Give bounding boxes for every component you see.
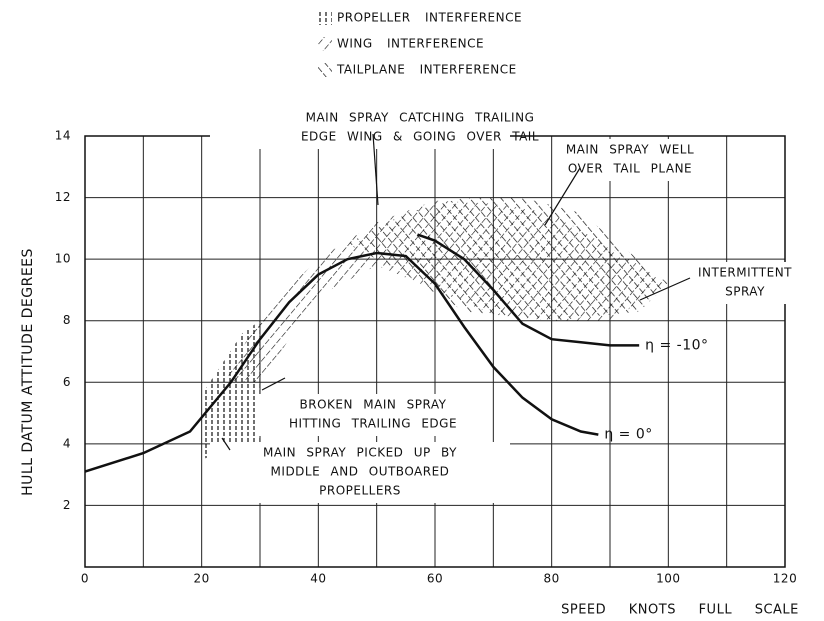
- legend-label: TAILPLANE INTERFERENCE: [336, 63, 517, 77]
- annotation-box: [210, 107, 510, 149]
- y-axis-label: HULL DATUM ATTITUDE DEGREES: [20, 248, 36, 496]
- annotation-arrow: [639, 277, 691, 301]
- annotation-text: PROPELLERS: [319, 484, 401, 498]
- series-label: η = -10°: [645, 337, 708, 353]
- x-tick-label: 20: [194, 572, 210, 586]
- y-tick-label: 14: [55, 129, 71, 143]
- annotation-text: MAIN SPRAY PICKED UP BY: [263, 446, 457, 460]
- annotation-box: [560, 139, 706, 181]
- annotation-text: MIDDLE AND OUTBOARED: [271, 465, 450, 479]
- x-axis-label: SPEED KNOTS FULL SCALE: [561, 603, 799, 618]
- x-tick-label: 80: [544, 572, 560, 586]
- annotation-text: OVER TAIL PLANE: [568, 162, 692, 176]
- y-tick-label: 10: [55, 252, 71, 266]
- y-tick-label: 12: [55, 190, 71, 204]
- x-tick-label: 100: [656, 572, 680, 586]
- annotation-text: EDGE WING & GOING OVER TAIL: [301, 130, 539, 144]
- annotation-text: HITTING TRAILING EDGE: [289, 417, 457, 431]
- annotation-box: [690, 262, 802, 304]
- annotation-text: SPRAY: [725, 285, 765, 299]
- line-series: [417, 233, 640, 347]
- legend-swatch: [318, 11, 332, 25]
- annotation-arrow: [372, 133, 379, 206]
- y-tick-label: 4: [63, 436, 71, 450]
- x-tick-label: 40: [310, 572, 326, 586]
- legend-label: WING INTERFERENCE: [337, 37, 484, 51]
- annotation-text: MAIN SPRAY WELL: [566, 143, 694, 157]
- annotation-arrow: [261, 377, 286, 391]
- legend-swatch: [318, 37, 332, 51]
- legend-label: PROPELLER INTERFERENCE: [337, 11, 522, 25]
- annotation-arrow: [221, 437, 231, 451]
- x-tick-label: 120: [773, 572, 797, 586]
- y-tick-label: 8: [63, 313, 71, 327]
- annotation-arrow: [544, 167, 581, 226]
- regions: [201, 197, 669, 460]
- legend-swatch: [318, 63, 332, 77]
- annotation-text: INTERMITTENT: [698, 266, 792, 280]
- series-label: η = 0°: [604, 427, 652, 443]
- interference-region: [347, 197, 669, 321]
- annotation-box: [258, 394, 492, 436]
- annotation-text: BROKEN MAIN SPRAY: [300, 398, 447, 412]
- annotation-box: [210, 442, 510, 503]
- y-tick-label: 2: [63, 498, 71, 512]
- line-series: [84, 251, 599, 473]
- x-tick-label: 0: [81, 572, 89, 586]
- annotation-text: MAIN SPRAY CATCHING TRAILING: [306, 111, 535, 125]
- x-tick-label: 60: [427, 572, 443, 586]
- y-tick-label: 6: [63, 375, 71, 389]
